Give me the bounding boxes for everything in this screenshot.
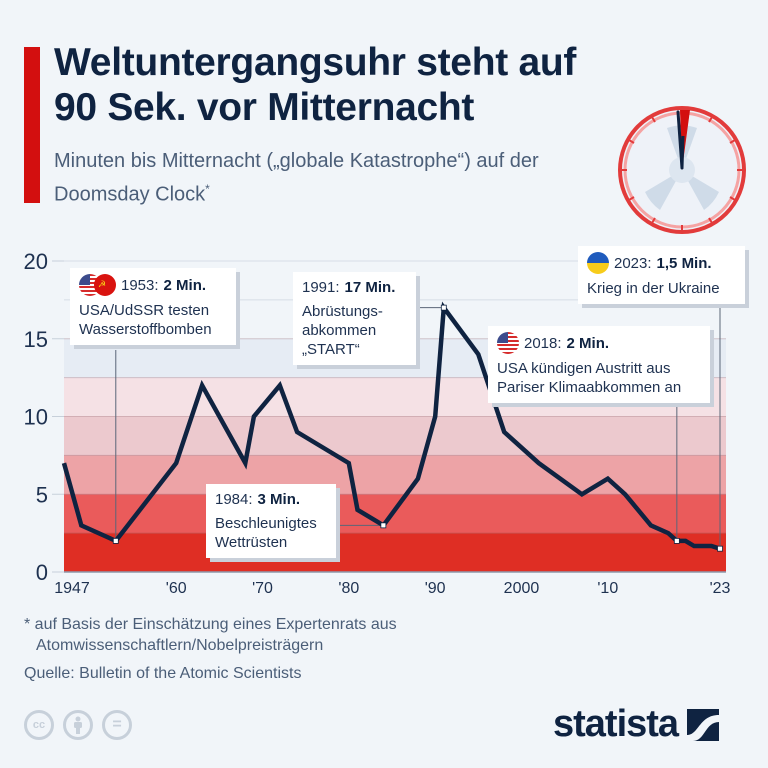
annotation-text-line: USA kündigen Austritt aus <box>497 360 671 377</box>
y-tick-label: 20 <box>24 249 48 274</box>
chart-subtitle: Minuten bis Mitternacht („globale Katast… <box>54 147 614 209</box>
annotation-value: 3 Min. <box>257 491 301 508</box>
x-tick-label: '10 <box>597 580 618 597</box>
annotation-date: 1984: <box>215 491 253 508</box>
statista-logo[interactable]: statista <box>553 703 720 746</box>
flag-group <box>79 274 116 296</box>
footnote-line-1: * auf Basis der Einschätzung eines Exper… <box>24 616 397 633</box>
data-point-marker <box>380 522 387 529</box>
footnote-line-2: Atomwissenschaftlern/Nobelpreisträgern <box>36 637 324 654</box>
source-note: Quelle: Bulletin of the Atomic Scientist… <box>24 665 302 682</box>
risk-band <box>64 494 726 534</box>
annotation-header: 1953:2 Min. <box>79 274 227 296</box>
hour-hand <box>680 135 685 169</box>
flag-su-icon <box>94 274 116 296</box>
x-tick-label: '70 <box>252 580 273 597</box>
accent-bar <box>24 47 40 203</box>
data-point-marker <box>673 538 680 544</box>
data-point-marker <box>112 538 119 544</box>
series-line <box>61 301 721 551</box>
x-tick-label: '60 <box>166 580 187 597</box>
nd-icon-label: = <box>112 716 122 733</box>
brand-name: statista <box>553 703 679 745</box>
annotation-text-line: Pariser Klimaabkommen an <box>497 379 682 396</box>
annotation-text-line: USA/UdSSR testen <box>79 302 210 319</box>
cc-icon[interactable]: cc <box>24 710 54 740</box>
annotation-date: 2023: <box>614 254 652 272</box>
annotation-text-line: Wettrüsten <box>215 534 288 551</box>
annotation-text-line: Beschleunigtes <box>215 515 317 532</box>
person-glyph <box>74 716 82 734</box>
flag-us-icon <box>497 332 519 354</box>
x-tick-label: 2000 <box>504 580 540 597</box>
license-icons[interactable]: cc = <box>24 710 132 740</box>
y-tick-label: 15 <box>24 327 48 352</box>
flag-ua-icon <box>587 252 609 274</box>
annotation-text-line: Abrüstungs- <box>302 303 383 320</box>
annotation-1991: 1991: 17 Min. Abrüstungs-abkommen „START“ <box>293 272 416 365</box>
y-tick-label: 0 <box>36 560 48 585</box>
statista-logo-mark-icon <box>687 708 720 741</box>
subtitle-text: Minuten bis Mitternacht („globale Katast… <box>54 150 539 206</box>
annotation-text-line: Wasserstoffbomben <box>79 321 212 338</box>
annotation-value: 2 Min. <box>566 334 610 352</box>
annotation-text-line: „START“ <box>302 341 360 358</box>
annotation-header: 1991: 17 Min. <box>302 278 407 297</box>
risk-band <box>64 416 726 456</box>
annotation-date: 2018: <box>524 334 562 352</box>
annotation-2018: 2018: 2 Min. USA kündigen Austritt aus Pari… <box>488 326 710 403</box>
chart-title: Weltuntergangsuhr steht auf 90 Sek. vor … <box>54 41 577 129</box>
annotation-value: 1,5 Min. <box>656 254 712 272</box>
doomsday-clock-icon <box>618 106 746 234</box>
flag-group <box>587 252 609 274</box>
risk-band <box>64 455 726 495</box>
data-point-marker <box>717 545 723 552</box>
annotation-2023: 2023: 1,5 Min. Krieg in der Ukraine <box>578 246 745 304</box>
x-tick-label: '23 <box>710 580 731 597</box>
x-tick-label: 1947 <box>54 580 90 597</box>
attribution-icon[interactable] <box>63 710 93 740</box>
footnote: * auf Basis der Einschätzung eines Exper… <box>24 614 564 656</box>
y-tick-label: 10 <box>24 405 48 430</box>
annotation-date: 1991: <box>302 279 340 296</box>
x-tick-label: '80 <box>338 580 359 597</box>
no-derivatives-icon[interactable]: = <box>102 710 132 740</box>
annotation-date: 1953: <box>121 276 159 294</box>
annotation-text-line: Krieg in der Ukraine <box>587 280 720 297</box>
annotation-text-line: abkommen <box>302 322 377 339</box>
x-tick-label: '90 <box>425 580 446 597</box>
data-point-marker <box>440 304 447 311</box>
annotation-1984: 1984: 3 Min. Beschleunigtes Wettrüsten <box>206 484 336 558</box>
annotation-value: 2 Min. <box>163 276 207 294</box>
clock-ticks <box>621 109 743 231</box>
annotation-header: 2018: 2 Min. <box>497 332 701 354</box>
cc-icon-label: cc <box>32 719 46 731</box>
annotation-value: 17 Min. <box>344 279 396 296</box>
annotation-header: 1984: 3 Min. <box>215 490 327 509</box>
risk-band <box>64 533 726 572</box>
annotation-header: 2023: 1,5 Min. <box>587 252 736 274</box>
subtitle-footnote-mark: * <box>205 182 210 196</box>
y-tick-label: 5 <box>36 482 48 507</box>
annotation-1953: 1953:2 Min. USA/UdSSR testen Wasserstoffbo… <box>70 268 236 345</box>
flag-group <box>497 332 519 354</box>
